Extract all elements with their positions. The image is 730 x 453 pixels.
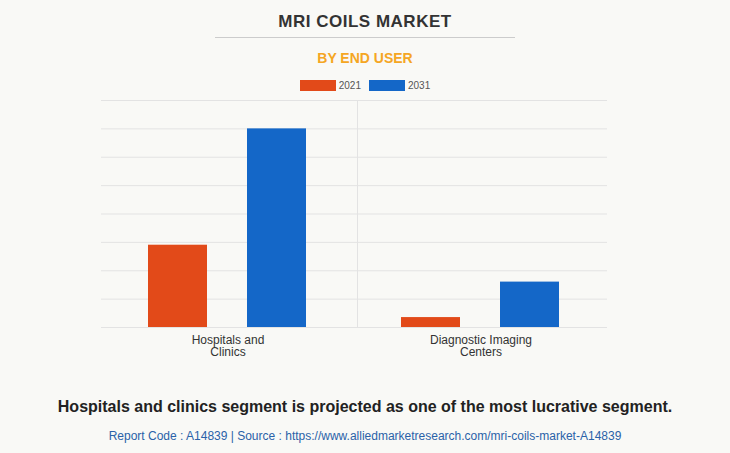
html-text:2031: 2031 xyxy=(408,80,431,91)
html-text:Hospitals and clinics segment: Hospitals and clinics segment is project… xyxy=(57,398,673,415)
html-text:Report Code : A14839 | Source: Report Code : A14839 | Source : https://… xyxy=(108,429,622,443)
svg-text:Diagnostic ImagingCenters: Diagnostic ImagingCenters xyxy=(430,333,532,359)
html-text:MRI COILS MARKET: MRI COILS MARKET xyxy=(278,12,452,31)
html-text:BY END USER: BY END USER xyxy=(317,50,413,66)
html-text:2021: 2021 xyxy=(338,80,361,91)
svg-text:Hospitals andClinics: Hospitals andClinics xyxy=(192,333,265,359)
